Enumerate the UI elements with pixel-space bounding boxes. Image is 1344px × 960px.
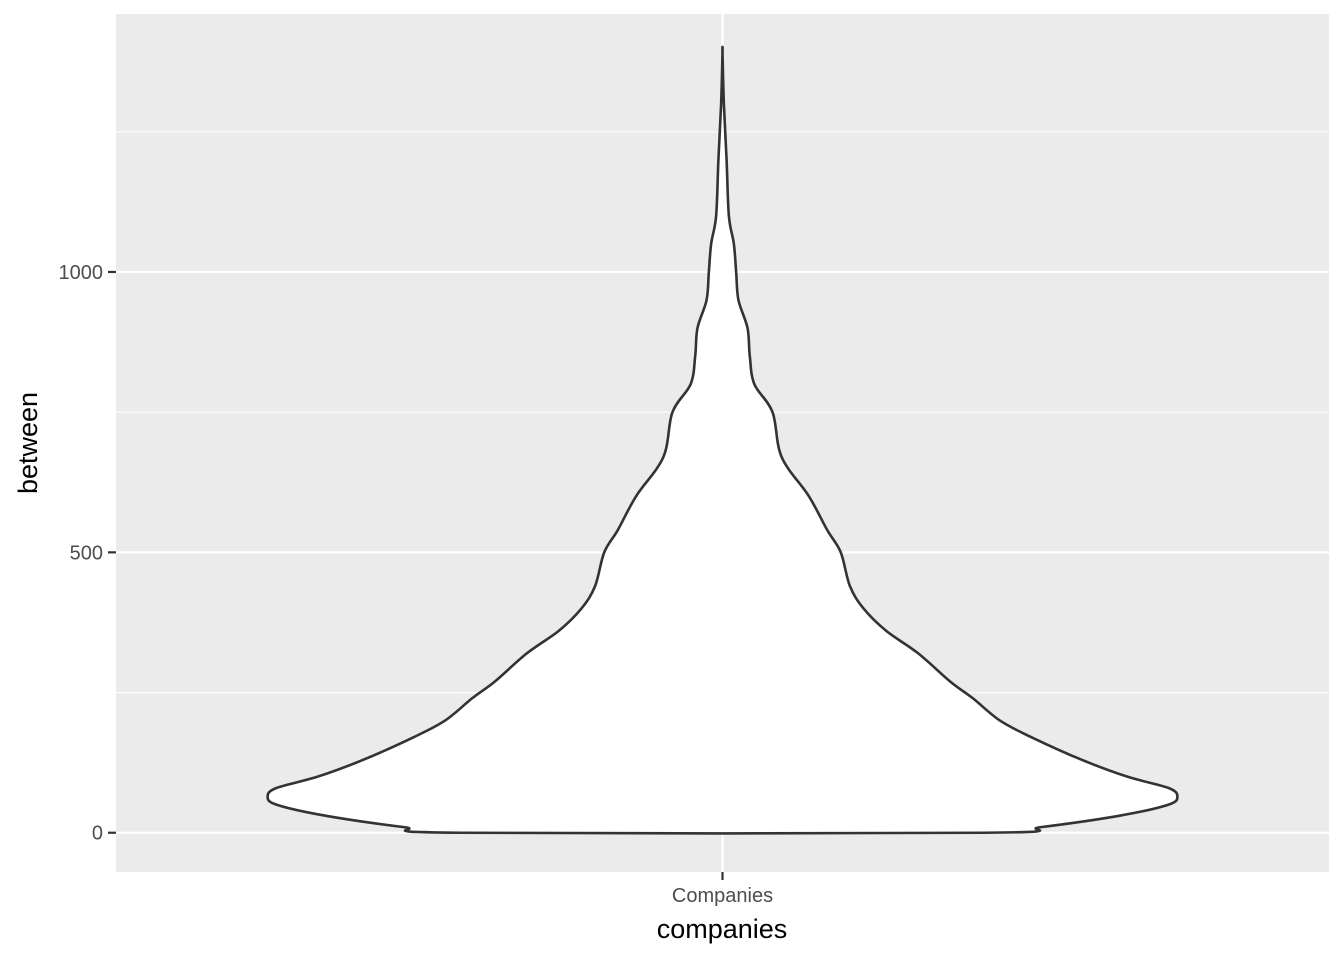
y-tick-label: 0 [92,823,103,845]
x-tick-label: Companies [672,885,773,907]
y-tick-label: 1000 [59,262,104,284]
y-tick-label: 500 [70,542,103,564]
y-axis-title: between [13,392,43,494]
axes: 0 500 1000 Companies [59,262,774,907]
violin-layer [266,45,1179,835]
x-axis-title: companies [657,914,788,944]
violin-shape [266,45,1179,835]
